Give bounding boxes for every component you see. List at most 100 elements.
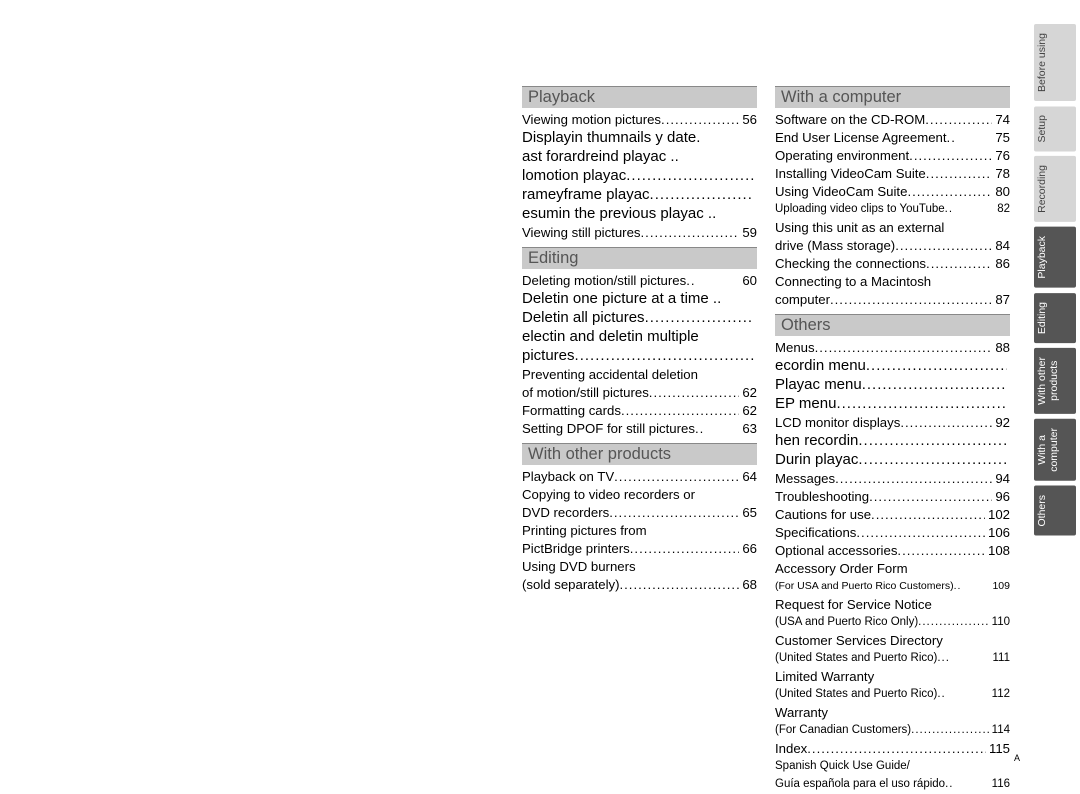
toc-entry: Playback on TV..........................… <box>522 468 757 485</box>
toc-entry: Index...................................… <box>775 740 1010 757</box>
toc-continuation: Preventing accidental deletion <box>522 366 757 383</box>
toc-entry: computer................................… <box>775 291 1010 308</box>
toc-dots: ........................................… <box>925 111 992 128</box>
toc-entry: Cautions for use........................… <box>775 506 1010 523</box>
toc-entry: (For Canadian Customers)................… <box>775 722 1010 739</box>
toc-dots: ........................................… <box>909 147 992 164</box>
toc-page-number: 66 <box>739 540 757 557</box>
toc-dots: ........................................… <box>661 111 739 128</box>
toc-entry: Messages................................… <box>775 470 1010 487</box>
side-tab[interactable]: With a computer <box>1034 419 1076 481</box>
toc-entry-text: pictures <box>522 347 575 365</box>
side-tab[interactable]: Before using <box>1034 24 1076 101</box>
toc-page-number: 108 <box>985 542 1010 559</box>
toc-entry: Viewing still pictures..................… <box>522 224 757 241</box>
toc-dots: ........................................… <box>871 506 985 523</box>
side-tab[interactable]: Recording <box>1034 156 1076 222</box>
toc-dots: ........................................… <box>649 384 740 401</box>
side-tab[interactable]: Playback <box>1034 227 1076 288</box>
toc-column-1: PlaybackViewing motion pictures.........… <box>522 80 757 794</box>
section-header: With a computer <box>775 86 1010 108</box>
section-header: With other products <box>522 443 757 465</box>
toc-dots: ........................................… <box>858 451 1007 469</box>
side-tab[interactable]: Others <box>1034 486 1076 536</box>
toc-subentry: esumin the previous playac .. <box>522 205 757 223</box>
toc-page-number: 56 <box>739 111 757 128</box>
toc-continuation: Using DVD burners <box>522 558 757 575</box>
toc-continuation: Warranty <box>775 704 1010 721</box>
toc-subentry: EP menu.................................… <box>775 395 1010 413</box>
toc-dots: ........................................… <box>911 722 989 739</box>
toc-entry-text: Menus <box>775 339 815 356</box>
toc-dots: .. <box>945 776 989 793</box>
toc-continuation: Customer Services Directory <box>775 632 1010 649</box>
toc-page-number: 87 <box>992 291 1010 308</box>
toc-dots: ........................................… <box>918 614 988 631</box>
toc-dots: ........................................… <box>815 339 993 356</box>
toc-dots: ........................................… <box>621 402 739 419</box>
toc-page-number: 74 <box>992 111 1010 128</box>
toc-entry-text: Cautions for use <box>775 506 871 523</box>
toc-entry-text: lomotion playac <box>522 167 626 185</box>
manual-toc-page: Playback Viewing motion pictures.........… <box>0 0 1080 767</box>
section-header: Others <box>775 314 1010 336</box>
toc-subentry: Deletin all pictures....................… <box>522 309 757 327</box>
toc-page-number: 94 <box>992 470 1010 487</box>
toc-dots: .. <box>945 201 995 218</box>
toc-entry-text: Deleting motion/still pictures <box>522 272 686 289</box>
toc-entry-text: Optional accessories <box>775 542 897 559</box>
toc-continuation: Printing pictures from <box>522 522 757 539</box>
toc-dots: ........................................… <box>926 165 993 182</box>
toc-entry-text: (sold separately) <box>522 576 619 593</box>
toc-dots: ........................................… <box>858 432 1007 450</box>
side-tab[interactable]: With other products <box>1034 348 1076 414</box>
toc-entry-text: Viewing motion pictures <box>522 111 661 128</box>
toc-column-2: With a computerSoftware on the CD-ROM...… <box>775 80 1010 794</box>
page-footer: A <box>1014 753 1020 763</box>
toc-dots: ........................................… <box>926 255 992 272</box>
toc-entry: Deleting motion/still pictures..60 <box>522 272 757 289</box>
toc-page-number: 114 <box>989 722 1010 739</box>
toc-dots: ........................................… <box>807 740 986 757</box>
toc-entry: Checking the connections................… <box>775 255 1010 272</box>
toc-dots: ........................................… <box>862 376 1007 394</box>
toc-page-number: 64 <box>739 468 757 485</box>
toc-dots: ........................................… <box>866 357 1007 375</box>
toc-entry: PictBridge printers.....................… <box>522 540 757 557</box>
toc-page-number: 84 <box>992 237 1010 254</box>
toc-entry: (United States and Puerto Rico) ..112 <box>775 686 1010 703</box>
toc-page-number: 62 <box>739 402 757 419</box>
toc-entry: Menus...................................… <box>775 339 1010 356</box>
toc-entry: (sold separately).......................… <box>522 576 757 593</box>
toc-entry: Viewing motion pictures.................… <box>522 111 757 128</box>
toc-dots: ........................................… <box>619 576 739 593</box>
side-tab[interactable]: Setup <box>1034 106 1076 151</box>
side-tab[interactable]: Editing <box>1034 293 1076 343</box>
toc-page-number: 80 <box>992 183 1010 200</box>
toc-page-number: 76 <box>992 147 1010 164</box>
toc-entry-text: Checking the connections <box>775 255 926 272</box>
toc-entry-text: drive (Mass storage) <box>775 237 895 254</box>
toc-subentry: ast forardreind playac .. <box>522 148 757 166</box>
toc-dots: ........................................… <box>641 224 740 241</box>
toc-dots: ........................................… <box>575 347 754 365</box>
toc-entry: DVD recorders...........................… <box>522 504 757 521</box>
toc-dots: ........................................… <box>895 237 992 254</box>
toc-entry-text: Deletin all pictures <box>522 309 645 327</box>
toc-subentry: hen recordin............................… <box>775 432 1010 450</box>
toc-entry-text: Viewing still pictures <box>522 224 641 241</box>
toc-page-number: 92 <box>992 414 1010 431</box>
section-header: Editing <box>522 247 757 269</box>
toc-entry-text: (For Canadian Customers) <box>775 722 911 739</box>
toc-page-number: 96 <box>992 488 1010 505</box>
toc-entry-text: (For USA and Puerto Rico Customers) <box>775 578 954 595</box>
toc-page-number: 78 <box>992 165 1010 182</box>
toc-dots: ........................................… <box>626 167 754 185</box>
toc-entry-text: (United States and Puerto Rico) <box>775 686 937 703</box>
toc-entry-text: End User License Agreement <box>775 129 947 146</box>
toc-subentry: lomotion playac.........................… <box>522 167 757 185</box>
toc-page-number: 75 <box>992 129 1010 146</box>
toc-dots: .. <box>954 578 990 595</box>
toc-entry: (United States and Puerto Rico) ...111 <box>775 650 1010 667</box>
toc-subentry: Playac menu.............................… <box>775 376 1010 394</box>
